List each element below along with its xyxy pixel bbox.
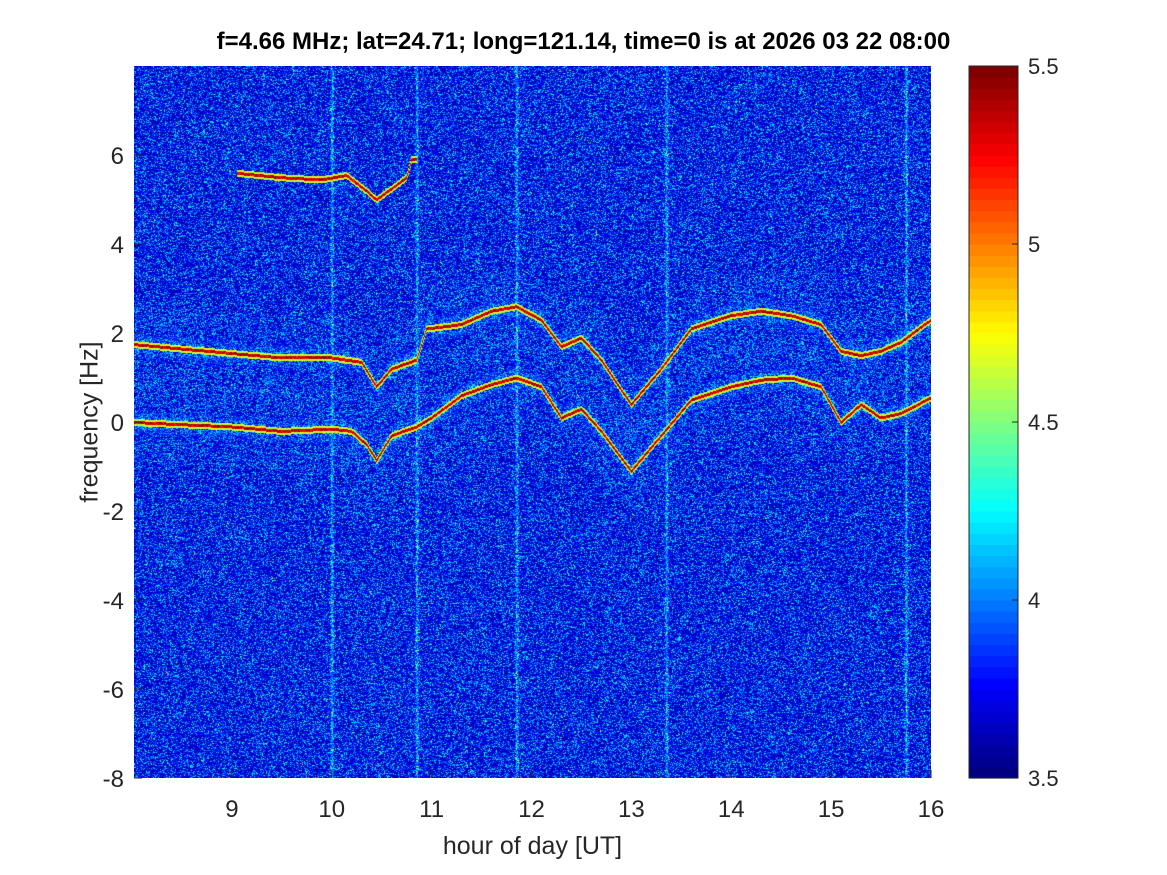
colorbar-swatch: [969, 511, 1018, 523]
colorbar-swatch: [969, 177, 1018, 189]
colorbar-swatch: [969, 477, 1018, 490]
colorbar-swatch: [969, 277, 1018, 290]
x-axis-label: hour of day [UT]: [442, 832, 623, 860]
colorbar-swatch: [969, 255, 1018, 267]
x-tick-label: 16: [918, 796, 945, 823]
colorbar-swatch: [969, 299, 1018, 312]
colorbar-swatch: [969, 121, 1018, 134]
y-tick-label: 6: [111, 143, 124, 170]
colorbar-swatch: [969, 77, 1018, 89]
colorbar-swatch: [969, 433, 1018, 445]
colorbar-swatch: [969, 711, 1018, 723]
x-tick-label: 9: [225, 796, 238, 823]
y-tick-label: -4: [103, 588, 124, 615]
colorbar-swatch: [969, 88, 1018, 100]
colorbar-swatch: [969, 722, 1018, 735]
colorbar-swatch: [969, 655, 1018, 668]
colorbar-swatch: [969, 488, 1018, 501]
x-tick-label: 15: [818, 796, 845, 823]
colorbar-swatch: [969, 155, 1018, 167]
x-tick-label: 11: [419, 796, 444, 823]
colorbar-swatch: [969, 310, 1018, 323]
colorbar-tick-label: 5: [1028, 232, 1040, 257]
axes-ticks: 9 10 11 12 13 14 15 16 -8 -6 -4 -2 0 2 4 6: [103, 143, 945, 823]
chart-title: f=4.66 MHz; lat=24.71; long=121.14, time…: [216, 28, 951, 55]
colorbar-swatch: [969, 644, 1018, 657]
colorbar-swatch: [969, 466, 1018, 479]
colorbar-swatch: [969, 555, 1018, 568]
colorbar-swatch: [969, 321, 1018, 334]
colorbar-swatch: [969, 333, 1018, 345]
colorbar-swatch: [969, 99, 1018, 112]
y-tick-label: -8: [103, 766, 124, 793]
x-tick-label: 12: [518, 796, 545, 823]
y-axis-label: frequency [Hz]: [75, 341, 104, 503]
colorbar: 3.5 4 4.5 5 5.5: [968, 54, 1059, 791]
colorbar-swatch: [969, 666, 1018, 679]
colorbar-swatch: [969, 444, 1018, 456]
colorbar-swatch: [969, 266, 1018, 278]
colorbar-tick-label: 3.5: [1028, 766, 1059, 791]
colorbar-swatch: [969, 132, 1018, 145]
colorbar-swatch: [969, 66, 1018, 78]
colorbar-swatch: [969, 399, 1018, 412]
colorbar-swatch: [969, 633, 1018, 646]
colorbar-swatch: [969, 288, 1018, 301]
colorbar-swatch: [969, 199, 1018, 212]
colorbar-swatch: [969, 188, 1018, 201]
colorbar-swatch: [969, 566, 1018, 579]
x-tick-label: 10: [318, 796, 345, 823]
colorbar-swatch: [969, 422, 1018, 434]
colorbar-swatch: [969, 766, 1018, 779]
colorbar-swatch: [969, 244, 1018, 256]
colorbar-swatch: [969, 377, 1018, 390]
colorbar-swatch: [969, 577, 1018, 590]
colorbar-swatch: [969, 388, 1018, 401]
heatmap-image: [134, 66, 931, 778]
colorbar-swatch: [969, 499, 1018, 512]
colorbar-swatch: [969, 611, 1018, 623]
colorbar-swatch: [969, 744, 1018, 757]
colorbar-swatch: [969, 143, 1018, 156]
colorbar-swatch: [969, 544, 1018, 557]
colorbar-swatch: [969, 166, 1018, 178]
y-tick-label: 2: [111, 321, 124, 348]
y-tick-label: -6: [103, 677, 124, 704]
colorbar-tick-label: 4: [1028, 588, 1040, 613]
colorbar-swatch: [969, 410, 1018, 423]
colorbar-swatch: [969, 455, 1018, 468]
colorbar-swatch: [969, 110, 1018, 123]
y-tick-label: 0: [111, 410, 124, 437]
colorbar-swatch: [969, 755, 1018, 768]
colorbar-tick-label: 4.5: [1028, 410, 1059, 435]
colorbar-swatch: [969, 733, 1018, 746]
colorbar-swatch: [969, 522, 1018, 534]
y-tick-label: 4: [111, 232, 124, 259]
x-tick-label: 13: [618, 796, 645, 823]
plot-area: [134, 66, 931, 778]
colorbar-swatch: [969, 221, 1018, 234]
colorbar-swatch: [969, 366, 1018, 379]
y-tick-label: -2: [103, 499, 124, 526]
colorbar-swatch: [969, 700, 1018, 712]
colorbar-swatch: [969, 622, 1018, 634]
colorbar-swatch: [969, 533, 1018, 545]
colorbar-swatch: [969, 210, 1018, 223]
colorbar-swatch: [969, 600, 1018, 612]
colorbar-swatch: [969, 355, 1018, 367]
colorbar-swatch: [969, 588, 1018, 601]
colorbar-swatch: [969, 344, 1018, 356]
colorbar-tick-label: 5.5: [1028, 54, 1059, 79]
colorbar-swatch: [969, 689, 1018, 701]
colorbar-swatch: [969, 232, 1018, 245]
colorbar-swatch: [969, 677, 1018, 690]
x-tick-label: 14: [718, 796, 745, 823]
